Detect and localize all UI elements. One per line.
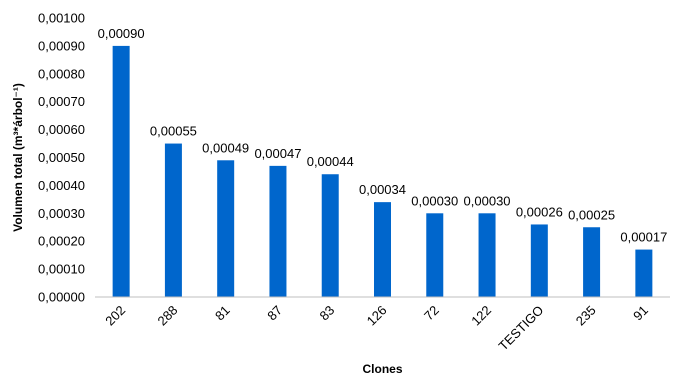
x-tick-label: 91 xyxy=(630,303,651,324)
y-tick-label: 0,00030 xyxy=(38,206,85,221)
x-tick-label: TESTIGO xyxy=(495,303,546,354)
bar xyxy=(164,143,182,297)
bar xyxy=(374,202,391,297)
bar xyxy=(112,45,130,298)
y-tick-label: 0,00060 xyxy=(38,122,85,137)
x-tick-label: 81 xyxy=(212,303,233,324)
data-label: 0,00026 xyxy=(516,204,563,219)
x-tick-label: 126 xyxy=(364,303,390,329)
bars xyxy=(112,45,653,298)
bar xyxy=(321,174,339,297)
y-axis-title: Volumen total (m³*árbol⁻¹) xyxy=(11,83,25,232)
data-label: 0,00055 xyxy=(150,124,197,139)
data-label: 0,00049 xyxy=(202,140,249,155)
x-tick-label: 87 xyxy=(264,303,285,324)
bar xyxy=(269,165,287,297)
y-tick-label: 0,00040 xyxy=(38,178,85,193)
y-tick-label: 0,00100 xyxy=(38,11,85,26)
data-label: 0,00030 xyxy=(464,193,511,208)
y-tick-label: 0,00050 xyxy=(38,150,85,165)
x-tick-label: 83 xyxy=(317,303,338,324)
x-tick-label: 72 xyxy=(421,303,442,324)
data-label: 0,00017 xyxy=(620,230,667,245)
y-tick-label: 0,00070 xyxy=(38,94,85,109)
y-axis-ticks: 0,00000 0,00010 0,00020 0,00030 0,00040 0,000… xyxy=(38,11,85,305)
bar xyxy=(530,224,548,297)
bar xyxy=(635,249,653,297)
y-tick-label: 0,00090 xyxy=(38,38,85,53)
x-tick-label: 235 xyxy=(573,303,599,329)
data-label: 0,00090 xyxy=(98,26,145,41)
x-tick-label: 122 xyxy=(468,303,494,329)
bar xyxy=(426,213,444,297)
x-axis-title: Clones xyxy=(362,362,402,376)
y-tick-label: 0,00080 xyxy=(38,66,85,81)
data-labels: 0,00090 0,00055 0,00049 0,00047 0,00044 0,000… xyxy=(98,26,668,245)
x-axis-ticks: 202 288 81 87 83 126 72 122 TESTIGO 235 91 xyxy=(102,303,651,354)
bar xyxy=(583,227,601,297)
bar xyxy=(217,160,235,297)
data-label: 0,00025 xyxy=(568,207,615,222)
y-tick-label: 0,00010 xyxy=(38,262,85,277)
data-label: 0,00030 xyxy=(411,193,458,208)
x-tick-label: 288 xyxy=(155,303,181,329)
y-tick-label: 0,00000 xyxy=(38,290,85,305)
y-tick-label: 0,00020 xyxy=(38,234,85,249)
data-label: 0,00034 xyxy=(359,182,406,197)
x-tick-label: 202 xyxy=(102,303,128,329)
data-label: 0,00047 xyxy=(254,146,301,161)
data-label: 0,00044 xyxy=(307,154,354,169)
bar xyxy=(478,213,496,297)
